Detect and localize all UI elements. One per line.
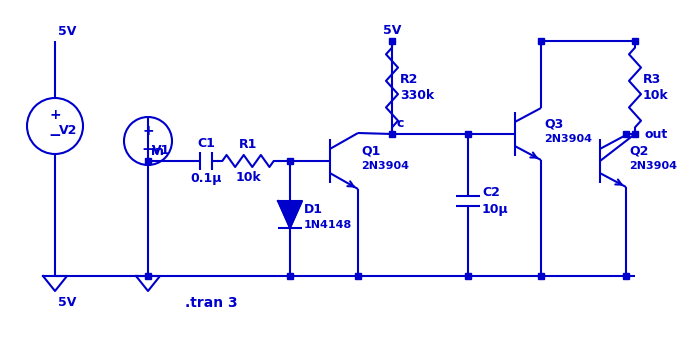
Text: −: − bbox=[142, 142, 154, 157]
Text: 5V: 5V bbox=[58, 25, 76, 38]
Text: 2N3904: 2N3904 bbox=[361, 161, 409, 171]
Text: c: c bbox=[397, 117, 405, 130]
Text: V1: V1 bbox=[152, 145, 170, 157]
Text: R1: R1 bbox=[239, 138, 257, 151]
Text: C2: C2 bbox=[482, 187, 500, 199]
Text: 1N4148: 1N4148 bbox=[304, 220, 353, 230]
Polygon shape bbox=[278, 201, 302, 228]
Text: R3: R3 bbox=[643, 73, 661, 86]
Text: 330k: 330k bbox=[400, 89, 434, 102]
Text: in: in bbox=[151, 145, 164, 158]
Text: 10k: 10k bbox=[235, 171, 261, 184]
Text: Q3: Q3 bbox=[544, 117, 564, 131]
Text: 2N3904: 2N3904 bbox=[629, 161, 677, 171]
Text: .tran 3: .tran 3 bbox=[185, 296, 237, 310]
Text: D1: D1 bbox=[304, 203, 323, 216]
Text: +: + bbox=[49, 108, 61, 122]
Text: 5V: 5V bbox=[58, 296, 76, 309]
Text: +: + bbox=[142, 124, 154, 138]
Text: Q2: Q2 bbox=[629, 145, 648, 157]
Text: 2N3904: 2N3904 bbox=[544, 134, 592, 144]
Text: C1: C1 bbox=[197, 137, 215, 150]
Text: Q1: Q1 bbox=[361, 145, 380, 157]
Text: R2: R2 bbox=[400, 73, 418, 86]
Text: 10k: 10k bbox=[643, 89, 669, 102]
Text: V2: V2 bbox=[59, 125, 77, 137]
Text: 10μ: 10μ bbox=[482, 203, 509, 215]
Text: 0.1μ: 0.1μ bbox=[190, 172, 221, 185]
Text: −: − bbox=[49, 128, 61, 143]
Text: out: out bbox=[645, 127, 668, 141]
Text: 5V: 5V bbox=[383, 24, 401, 37]
